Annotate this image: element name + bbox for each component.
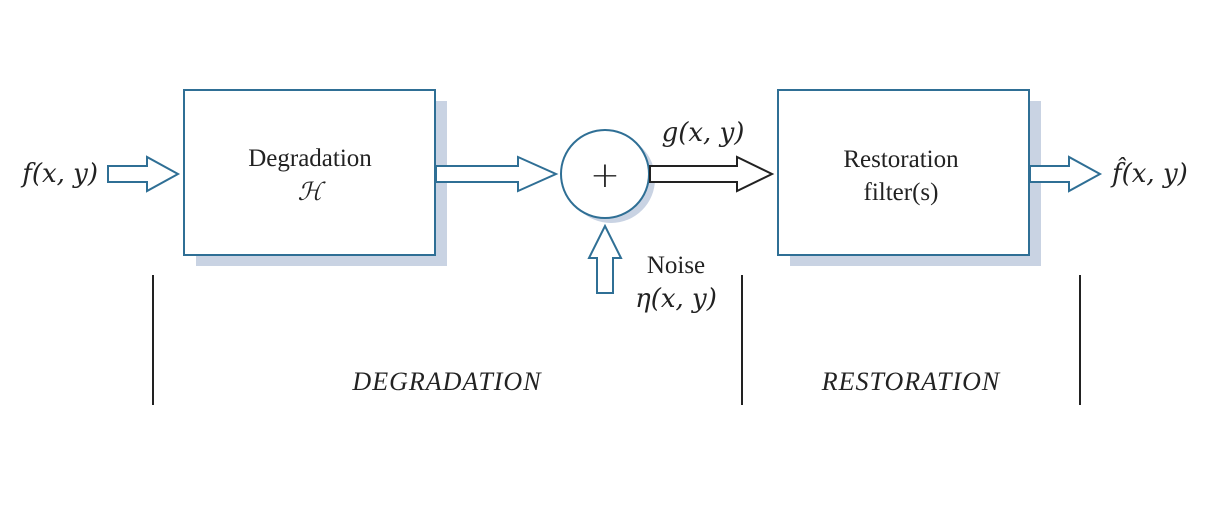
- noise-arrow: [587, 223, 623, 294]
- degradation-section-label: DEGRADATION: [351, 367, 542, 396]
- noise-signal-label: η(x, y): [635, 284, 717, 314]
- degradation-title: Degradation: [248, 145, 372, 172]
- restoration-box-line1: Restoration: [843, 146, 959, 173]
- adder-plus-symbol: +: [590, 155, 620, 196]
- restoration-box-line2: filter(s): [864, 179, 939, 206]
- adder-to-restoration-arrow: [649, 155, 775, 193]
- input-signal-label: f(x, y): [20, 159, 98, 189]
- input-arrow: [107, 155, 181, 193]
- degradation-operator-symbol: ℋ: [298, 179, 327, 206]
- output-arrow: [1029, 155, 1103, 193]
- output-signal-label: f̂(x, y): [1110, 157, 1188, 189]
- degraded-signal-label: g(x, y): [662, 118, 745, 148]
- noise-label: Noise: [647, 252, 705, 279]
- restoration-section-label: RESTORATION: [821, 367, 1001, 396]
- restoration-box: [777, 89, 1030, 256]
- degradation-box: [183, 89, 436, 256]
- degradation-to-adder-arrow: [435, 155, 559, 193]
